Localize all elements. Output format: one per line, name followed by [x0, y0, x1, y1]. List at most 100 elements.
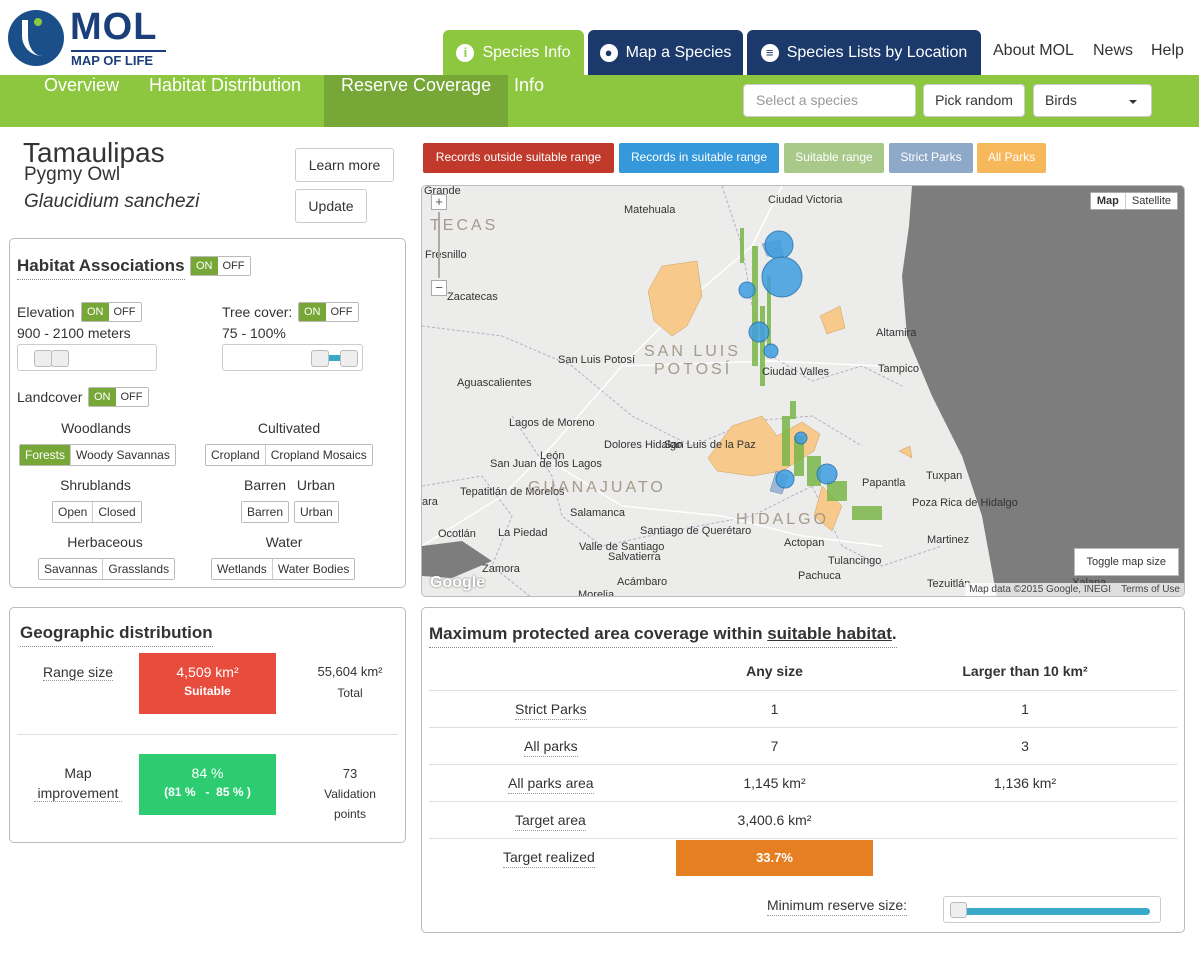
info-icon: i	[456, 43, 475, 62]
tree-cover-slider[interactable]	[222, 344, 363, 371]
place-label: Ocotlán	[438, 528, 476, 540]
place-label: Papantla	[862, 477, 906, 489]
elevation-toggle[interactable]: ON OFF	[81, 302, 142, 322]
species-common-name-2: Pygmy Owl	[24, 164, 121, 185]
zoom-controls: + −	[431, 194, 449, 296]
place-label: León	[540, 450, 564, 462]
tab-label: Species Lists by Location	[786, 43, 968, 61]
news-link[interactable]: News	[1093, 42, 1134, 59]
tab-map-a-species[interactable]: ● Map a Species	[588, 30, 743, 75]
state-label: GUANAJUATO	[528, 479, 666, 496]
toggle-off[interactable]: OFF	[108, 303, 141, 321]
herbaceous-options: Savannas Grasslands	[38, 558, 176, 580]
legend-strict-parks[interactable]: Strict Parks	[889, 143, 973, 173]
species-common-name: Tamaulipas	[23, 137, 165, 168]
chip-water-bodies[interactable]: Water Bodies	[272, 559, 355, 579]
zoom-out-button[interactable]: −	[431, 280, 447, 296]
subnav-reserve-coverage[interactable]: Reserve Coverage	[324, 75, 509, 127]
pick-random-button[interactable]: Pick random	[923, 84, 1025, 117]
attribution-text: Map data ©2015 Google, INEGI	[969, 584, 1112, 595]
place-label: Valle de Santiago	[579, 541, 664, 553]
place-label: Ciudad Valles	[762, 366, 830, 378]
suitable-habitat-link[interactable]: suitable habitat	[767, 624, 892, 643]
toggle-on[interactable]: ON	[191, 257, 218, 275]
map-type-map[interactable]: Map	[1091, 193, 1126, 209]
learn-more-button[interactable]: Learn more	[295, 148, 394, 182]
chip-savannas[interactable]: Savannas	[39, 559, 104, 579]
subnav-overview[interactable]: Overview	[44, 75, 120, 95]
chip-cropland[interactable]: Cropland	[206, 445, 266, 465]
about-link[interactable]: About MOL	[993, 42, 1074, 59]
slider-handle-min[interactable]	[311, 350, 329, 367]
urban-title: Urban	[296, 477, 336, 493]
toggle-on[interactable]: ON	[89, 388, 116, 406]
min-reserve-size-slider[interactable]	[943, 896, 1161, 923]
slider-handle-max[interactable]	[340, 350, 358, 367]
subnav-info[interactable]: Info	[514, 75, 545, 95]
tab-species-lists[interactable]: ≡ Species Lists by Location	[747, 30, 981, 75]
taxon-select[interactable]: Birds	[1033, 84, 1152, 117]
place-label: Morelia	[578, 589, 615, 597]
toggle-map-size-button[interactable]: Toggle map size	[1073, 548, 1179, 576]
toggle-on[interactable]: ON	[82, 303, 109, 321]
map-attribution: Map data ©2015 Google, INEGI Terms of Us…	[965, 583, 1184, 596]
species-map[interactable]: Grande Ciudad Victoria Matehuala Fresnil…	[421, 185, 1185, 597]
tab-species-info[interactable]: i Species Info	[443, 30, 584, 75]
place-label: Tulancingo	[828, 555, 881, 567]
chip-forests[interactable]: Forests	[20, 445, 72, 465]
toggle-off[interactable]: OFF	[325, 303, 358, 321]
map-type-satellite[interactable]: Satellite	[1131, 195, 1171, 207]
landcover-toggle[interactable]: ON OFF	[88, 387, 149, 407]
shrublands-title: Shrublands	[60, 477, 131, 493]
mol-logo[interactable]: MOL MAP OF LIFE	[8, 6, 168, 68]
legend-all-parks[interactable]: All Parks	[977, 143, 1046, 173]
chip-urban[interactable]: Urban	[295, 502, 338, 522]
toggle-off[interactable]: OFF	[115, 388, 148, 406]
help-link[interactable]: Help	[1151, 42, 1184, 59]
species-search-input[interactable]: Select a species	[743, 84, 916, 117]
chip-wetlands[interactable]: Wetlands	[212, 559, 273, 579]
all-parks-area-any: 1,145 km²	[743, 775, 806, 791]
state-label: TECAS	[430, 217, 498, 234]
habitat-title: Habitat Associations	[17, 256, 185, 280]
chip-closed[interactable]: Closed	[93, 502, 141, 522]
chip-cropland-mosaics[interactable]: Cropland Mosaics	[265, 445, 372, 465]
chip-grasslands[interactable]: Grasslands	[103, 559, 175, 579]
map-canvas[interactable]: Grande Ciudad Victoria Matehuala Fresnil…	[422, 186, 1185, 597]
terms-link[interactable]: Terms of Use	[1121, 584, 1180, 595]
chip-barren[interactable]: Barren	[242, 502, 289, 522]
chip-open[interactable]: Open	[53, 502, 94, 522]
place-label: Salamanca	[570, 507, 626, 519]
slider-handle-max[interactable]	[51, 350, 69, 367]
elevation-slider[interactable]	[17, 344, 157, 371]
slider-handle[interactable]	[950, 902, 967, 918]
tab-label: Map a Species	[625, 43, 732, 61]
zoom-in-button[interactable]: +	[431, 194, 447, 210]
improvement-label-2: improvement	[34, 785, 122, 802]
slider-track[interactable]	[956, 908, 1150, 915]
divider	[429, 690, 1177, 691]
urban-options: Urban	[294, 501, 339, 523]
slider-handle-min[interactable]	[34, 350, 52, 367]
zoom-track[interactable]	[438, 212, 440, 278]
place-label: Tepatitlán de Morelos	[460, 486, 565, 498]
state-label: POTOSÍ	[654, 359, 732, 378]
toggle-on[interactable]: ON	[299, 303, 326, 321]
update-button[interactable]: Update	[295, 189, 367, 223]
place-label: Tuxpan	[926, 470, 962, 482]
subnav-habitat-distribution[interactable]: Habitat Distribution	[149, 75, 302, 95]
tab-label: Species Info	[482, 43, 571, 61]
legend-suitable-range[interactable]: Suitable range	[784, 143, 884, 173]
chip-woody-savannas[interactable]: Woody Savannas	[71, 445, 175, 465]
validation-label-1: Validation	[324, 787, 376, 801]
legend-records-in[interactable]: Records in suitable range	[619, 143, 779, 173]
barren-options: Barren	[241, 501, 290, 523]
list-icon: ≡	[760, 43, 779, 62]
tree-cover-toggle[interactable]: ON OFF	[298, 302, 359, 322]
legend-records-outside[interactable]: Records outside suitable range	[423, 143, 614, 173]
habitat-panel	[9, 238, 406, 588]
place-label: Zacatecas	[447, 291, 498, 303]
habitat-toggle[interactable]: ON OFF	[190, 256, 251, 276]
google-logo: Google	[430, 574, 486, 591]
toggle-off[interactable]: OFF	[217, 257, 250, 275]
